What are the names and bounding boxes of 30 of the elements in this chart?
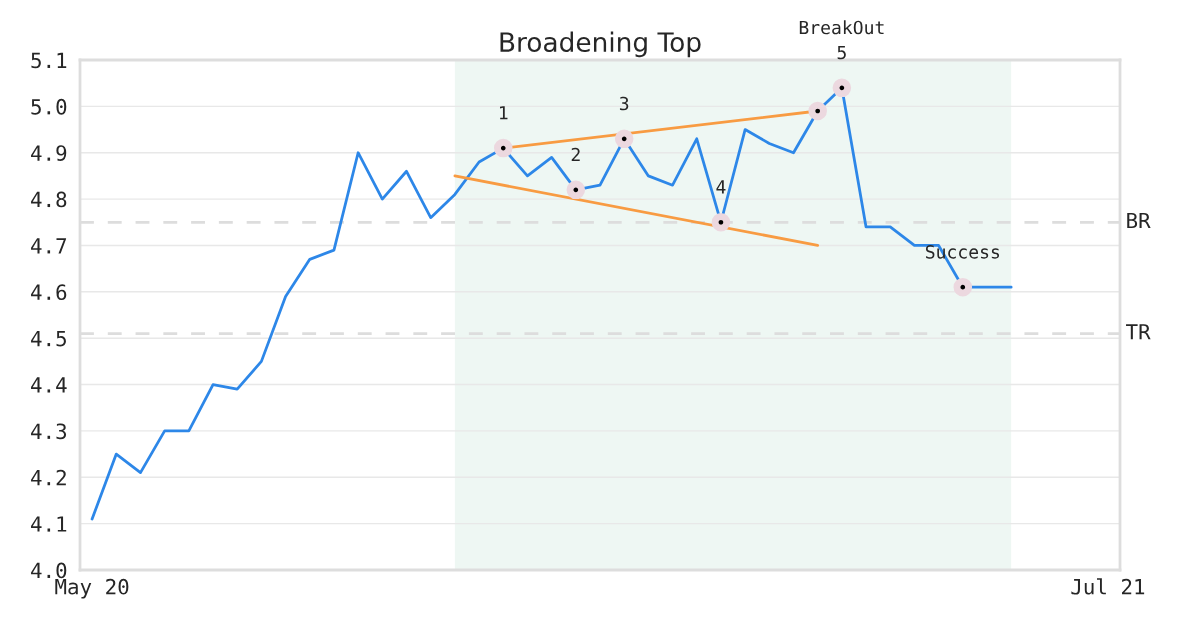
y-tick-label: 4.9 bbox=[31, 145, 67, 161]
annotation: 5 bbox=[837, 45, 846, 60]
x-tick-label: Jul 21 bbox=[1071, 578, 1145, 595]
chart-title: Broadening Top bbox=[500, 31, 701, 58]
annotation: 3 bbox=[619, 96, 629, 111]
point bbox=[711, 212, 731, 232]
y-tick-label: 4.4 bbox=[31, 377, 67, 393]
point bbox=[808, 101, 827, 121]
point bbox=[614, 129, 634, 149]
ref-line-label: TR bbox=[1126, 324, 1151, 340]
point bbox=[953, 277, 973, 297]
annotation: BreakOut bbox=[799, 20, 884, 35]
y-tick-label: 4.3 bbox=[31, 423, 67, 440]
annotation: 4 bbox=[716, 180, 726, 194]
y-tick-label: 5.1 bbox=[31, 52, 67, 69]
point bbox=[832, 78, 852, 98]
ref-line-label: BR bbox=[1127, 212, 1151, 229]
y-tick-label: 4.7 bbox=[31, 238, 67, 254]
annotation: 1 bbox=[499, 106, 508, 120]
y-tick-label: 4.8 bbox=[31, 191, 67, 208]
point bbox=[493, 138, 513, 158]
y-tick-label: 4.1 bbox=[31, 516, 67, 532]
y-tick-label: 4.0 bbox=[31, 562, 67, 579]
point bbox=[566, 180, 586, 200]
y-tick-label: 5.0 bbox=[31, 98, 67, 115]
annotation: 2 bbox=[571, 147, 580, 162]
x-tick-label: May 20 bbox=[55, 578, 129, 599]
y-tick-label: 4.5 bbox=[31, 330, 66, 347]
y-tick-label: 4.6 bbox=[31, 284, 67, 301]
y-tick-label: 4.2 bbox=[31, 469, 66, 486]
